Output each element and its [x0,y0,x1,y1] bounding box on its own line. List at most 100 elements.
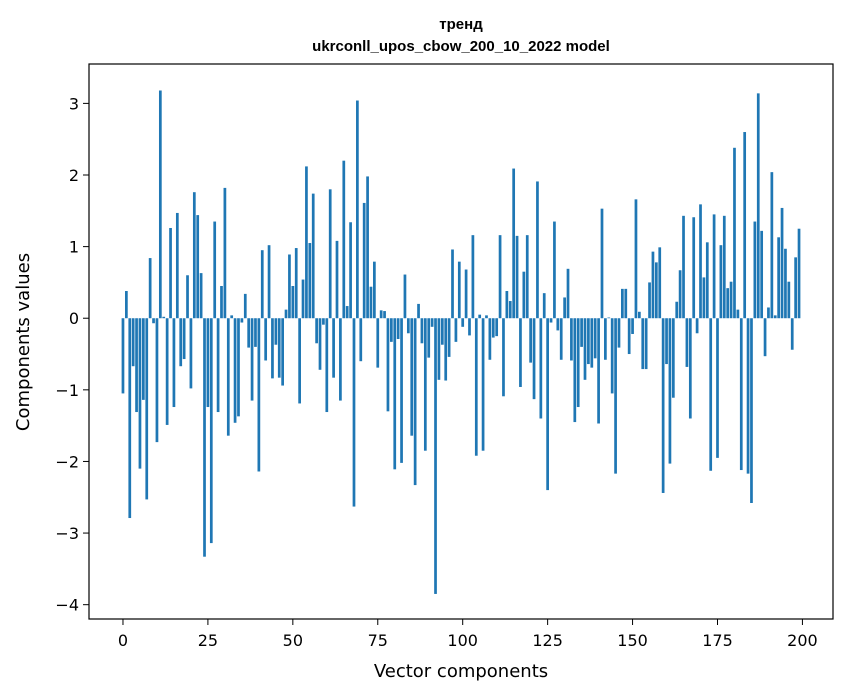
bar [519,318,522,387]
bar [661,318,665,493]
bar [525,235,529,319]
bar [750,318,753,503]
bar [128,318,132,519]
bar [478,314,482,319]
bar [393,318,397,470]
bar [787,281,791,319]
bar [468,318,471,336]
x-tick-label: 100 [447,631,478,650]
bar [505,291,509,319]
bar [784,248,787,319]
bar [410,318,414,436]
bar [271,318,274,379]
bar [213,221,217,319]
bar [498,235,502,319]
bar [532,318,536,400]
bar [566,268,570,319]
bar [773,315,777,319]
x-tick-label: 125 [532,631,563,650]
chart-title-line1: тренд [439,16,483,33]
bar [376,318,380,368]
bar [631,318,634,334]
bar [369,286,373,319]
bar [549,318,553,323]
bar [281,318,284,386]
bar [305,166,308,319]
bar [437,318,441,380]
bar [125,291,128,319]
bar [237,318,240,417]
bar [665,318,668,365]
bar [488,318,492,360]
bar [491,318,495,338]
bar [243,293,247,319]
bar [430,318,434,327]
bar [440,318,444,345]
bar [610,318,614,394]
bar [294,248,298,319]
bar [736,309,740,319]
bar [668,318,672,464]
bar [182,318,186,360]
bar [420,318,424,344]
bar [179,318,183,367]
bar [559,318,563,360]
bar [352,318,356,507]
bar [447,318,451,357]
bar [461,318,465,327]
bar [644,318,648,370]
bars-group [121,90,801,594]
bar [573,318,577,423]
bar [226,318,230,436]
bar [553,221,556,319]
y-tick-label: 0 [69,309,79,328]
bar [651,251,655,319]
bar [203,318,206,557]
bar [158,90,162,319]
bar [223,187,227,319]
bar [383,311,386,319]
bar [325,318,329,413]
y-tick-label: −4 [55,596,79,615]
bar [386,318,390,412]
bar [186,275,189,319]
bar [260,250,264,319]
bar [152,318,155,324]
bar [583,318,587,380]
bar [427,318,431,358]
bar [250,318,254,401]
bar [315,318,318,344]
bar [770,172,774,319]
bar [580,318,583,347]
bar [284,309,288,319]
y-axis-label: Components values [13,253,34,431]
bar [722,215,726,319]
bar [138,318,142,469]
bar [481,318,485,451]
bar [790,318,794,350]
bar [277,318,281,378]
bar [539,318,543,419]
bar [621,288,624,319]
bar [767,307,770,319]
bar [638,311,641,319]
bar [508,301,512,319]
bar [457,261,461,319]
bar [220,286,223,319]
bar [451,249,454,319]
bar [423,318,427,451]
bar [240,318,244,323]
bar [172,318,176,408]
bar [169,227,172,319]
x-tick-label: 200 [787,631,818,650]
bar [705,242,709,319]
x-axis: 0 25 50 75 100 125 150 175 200 [118,619,818,650]
bar [288,254,291,319]
bar [444,318,448,381]
bar [366,176,369,319]
bar [135,318,138,413]
bar [743,132,747,319]
bar [175,212,179,319]
bar [556,318,560,331]
bar [627,318,631,355]
